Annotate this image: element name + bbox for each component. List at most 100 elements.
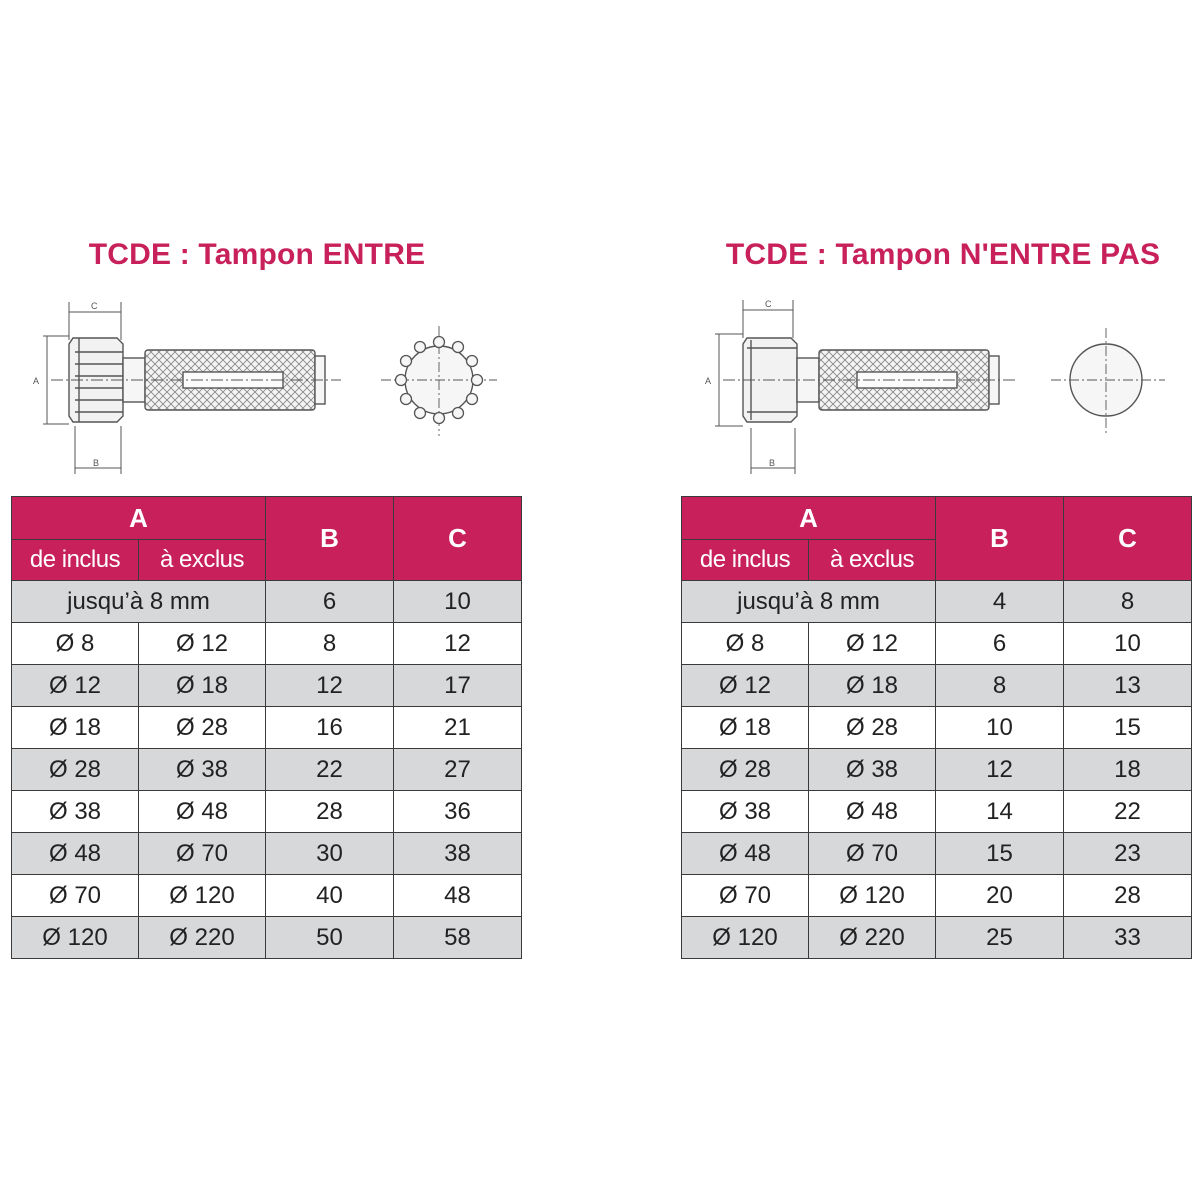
table-row: jusqu’à 8 mm 6 10 [11, 580, 522, 623]
cell-c: 18 [1063, 748, 1192, 791]
table-row: Ø 28 Ø 38 12 18 [681, 748, 1192, 791]
cell-b: 6 [265, 580, 394, 623]
table-row: Ø 12 Ø 18 12 17 [11, 664, 522, 707]
cell-b: 12 [935, 748, 1064, 791]
dimensions-table: A B C de inclus à exclus jusqu’à 8 mm 6 … [11, 496, 522, 959]
panel-tampon-entre: TCDE : Tampon ENTRE [11, 0, 523, 1200]
panel-tampon-nentre-pas: TCDE : Tampon N'ENTRE PAS [681, 0, 1193, 1200]
panel-title: TCDE : Tampon N'ENTRE PAS [725, 238, 1161, 271]
dim-a-label: A [33, 376, 39, 386]
cell-from: Ø 28 [11, 748, 139, 791]
cell-to: Ø 48 [138, 790, 266, 833]
cell-from: Ø 28 [681, 748, 809, 791]
cell-c: 28 [1063, 874, 1192, 917]
table-row: jusqu’à 8 mm 4 8 [681, 580, 1192, 623]
cell-b: 12 [265, 664, 394, 707]
cell-c: 15 [1063, 706, 1192, 749]
header-a: A [11, 496, 266, 540]
cell-to: Ø 18 [808, 664, 936, 707]
cell-b: 30 [265, 832, 394, 875]
dim-c-label: C [765, 299, 772, 309]
cell-to: Ø 38 [138, 748, 266, 791]
table-row: Ø 18 Ø 28 10 15 [681, 706, 1192, 749]
cell-from: Ø 12 [681, 664, 809, 707]
table-row: Ø 48 Ø 70 15 23 [681, 832, 1192, 875]
dim-b-label: B [769, 458, 775, 468]
dimensions-table: A B C de inclus à exclus jusqu’à 8 mm 4 … [681, 496, 1192, 959]
cell-from: Ø 120 [11, 916, 139, 959]
cell-b: 15 [935, 832, 1064, 875]
header-b: B [935, 496, 1064, 581]
table-row: Ø 28 Ø 38 22 27 [11, 748, 522, 791]
cell-from: Ø 120 [681, 916, 809, 959]
cell-to: Ø 70 [808, 832, 936, 875]
cell-b: 20 [935, 874, 1064, 917]
header-c: C [1063, 496, 1192, 581]
cell-b: 8 [935, 664, 1064, 707]
cell-from: Ø 18 [681, 706, 809, 749]
cell-from: Ø 38 [11, 790, 139, 833]
table-row: Ø 38 Ø 48 14 22 [681, 790, 1192, 833]
cell-from: Ø 70 [681, 874, 809, 917]
table-row: Ø 70 Ø 120 40 48 [11, 874, 522, 917]
panel-title: TCDE : Tampon ENTRE [88, 238, 426, 271]
cell-from: Ø 70 [11, 874, 139, 917]
cell-c: 27 [393, 748, 522, 791]
cell-b: 16 [265, 706, 394, 749]
cell-to: Ø 28 [808, 706, 936, 749]
table-row: Ø 12 Ø 18 8 13 [681, 664, 1192, 707]
cell-from: Ø 48 [681, 832, 809, 875]
cell-to: Ø 220 [808, 916, 936, 959]
cell-b: 14 [935, 790, 1064, 833]
cell-to: Ø 12 [138, 622, 266, 665]
cell-b: 40 [265, 874, 394, 917]
cell-c: 12 [393, 622, 522, 665]
table-row: Ø 48 Ø 70 30 38 [11, 832, 522, 875]
cell-to: Ø 48 [808, 790, 936, 833]
cell-from: Ø 12 [11, 664, 139, 707]
cell-b: 10 [935, 706, 1064, 749]
cell-c: 33 [1063, 916, 1192, 959]
cell-c: 17 [393, 664, 522, 707]
table-row: Ø 8 Ø 12 6 10 [681, 622, 1192, 665]
table-row: Ø 120 Ø 220 50 58 [11, 916, 522, 959]
cell-to: Ø 120 [808, 874, 936, 917]
cell-c: 13 [1063, 664, 1192, 707]
header-b: B [265, 496, 394, 581]
range-label: jusqu’à 8 mm [11, 580, 266, 623]
cell-from: Ø 8 [11, 622, 139, 665]
cell-c: 36 [393, 790, 522, 833]
dim-a-label: A [705, 376, 711, 386]
cell-c: 58 [393, 916, 522, 959]
no-go-plug-gauge-drawing: C A B [681, 292, 1193, 482]
cell-c: 10 [393, 580, 522, 623]
cell-b: 8 [265, 622, 394, 665]
header-a-from: de inclus [11, 539, 139, 581]
cell-from: Ø 18 [11, 706, 139, 749]
cell-c: 21 [393, 706, 522, 749]
cell-b: 50 [265, 916, 394, 959]
cell-to: Ø 28 [138, 706, 266, 749]
cell-c: 10 [1063, 622, 1192, 665]
header-a: A [681, 496, 936, 540]
cell-b: 22 [265, 748, 394, 791]
cell-c: 22 [1063, 790, 1192, 833]
header-a-from: de inclus [681, 539, 809, 581]
table-row: Ø 18 Ø 28 16 21 [11, 706, 522, 749]
cell-c: 38 [393, 832, 522, 875]
cell-b: 28 [265, 790, 394, 833]
table-row: Ø 70 Ø 120 20 28 [681, 874, 1192, 917]
cell-to: Ø 38 [808, 748, 936, 791]
cell-b: 25 [935, 916, 1064, 959]
cell-from: Ø 38 [681, 790, 809, 833]
cell-c: 48 [393, 874, 522, 917]
cell-c: 23 [1063, 832, 1192, 875]
cell-to: Ø 18 [138, 664, 266, 707]
dim-c-label: C [91, 301, 98, 311]
cell-from: Ø 48 [11, 832, 139, 875]
cell-to: Ø 220 [138, 916, 266, 959]
cell-to: Ø 120 [138, 874, 266, 917]
cell-c: 8 [1063, 580, 1192, 623]
header-a-to: à exclus [808, 539, 936, 581]
dim-b-label: B [93, 458, 99, 468]
